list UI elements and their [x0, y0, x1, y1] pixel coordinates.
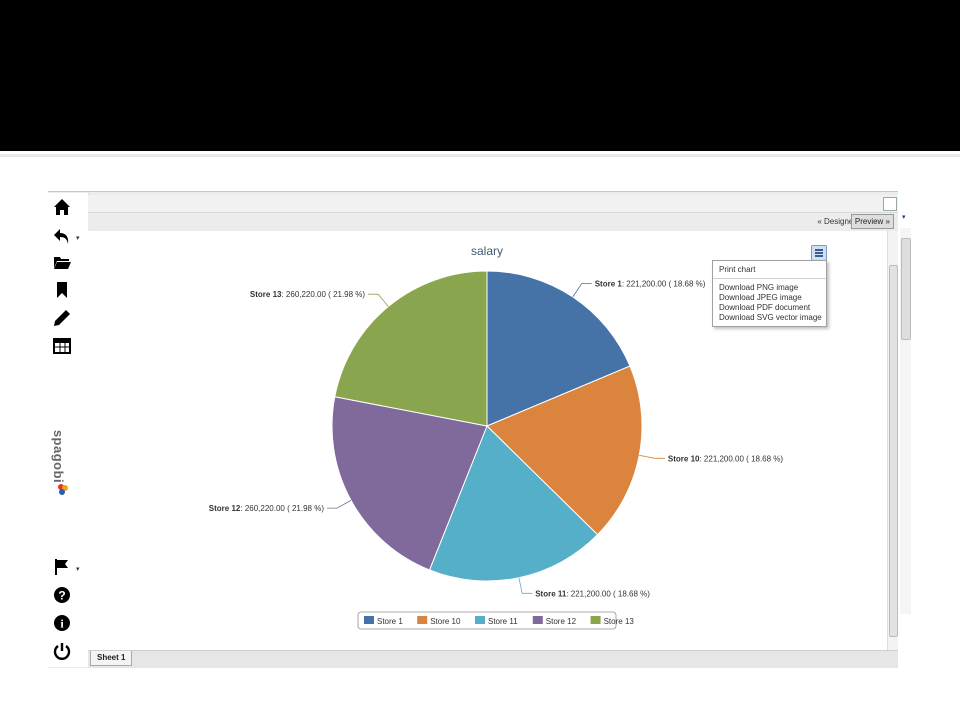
- slide-title-band: [0, 0, 960, 151]
- svg-text:?: ?: [58, 589, 65, 603]
- mode-bar: « Designer Preview »: [88, 213, 898, 230]
- menu-item-download-svg[interactable]: Download SVG vector image: [719, 313, 822, 322]
- chart-area: salary Store 1: 221,200.00 ( 18.68 %) Sto…: [88, 231, 887, 650]
- table-icon[interactable]: [48, 334, 76, 358]
- slice-data-label: Store 11: 221,200.00 ( 18.68 %): [535, 589, 650, 598]
- legend-item[interactable]: Store 13: [604, 617, 635, 626]
- pie-slice-store-1[interactable]: [486, 270, 631, 427]
- menu-divider: [713, 278, 826, 279]
- label-connector: [572, 283, 592, 298]
- spagobi-logo: spagobi: [51, 430, 74, 501]
- chevron-down-icon[interactable]: ▾: [76, 235, 80, 242]
- svg-text:i: i: [60, 617, 64, 631]
- legend-item[interactable]: Store 11: [488, 617, 518, 626]
- chevron-down-icon[interactable]: ▾: [902, 214, 906, 221]
- pencil-icon[interactable]: [48, 306, 76, 330]
- toolbar-strip: [88, 195, 898, 213]
- slice-data-label: Store 12: 260,220.00 ( 21.98 %): [209, 504, 325, 513]
- designer-link[interactable]: « Designer: [817, 217, 856, 226]
- slide-divider: [0, 154, 960, 157]
- bookmark-icon[interactable]: [48, 278, 76, 302]
- slice-data-label: Store 1: 221,200.00 ( 18.68 %): [595, 280, 706, 289]
- page-scrollbar[interactable]: [900, 228, 911, 614]
- menu-item-download-jpeg[interactable]: Download JPEG image: [719, 293, 802, 302]
- folder-open-icon[interactable]: [48, 250, 76, 274]
- pie-chart: salary Store 1: 221,200.00 ( 18.68 %) Sto…: [209, 244, 784, 630]
- undo-icon[interactable]: [48, 224, 76, 248]
- chart-menu-button[interactable]: [811, 245, 827, 261]
- slice-data-label: Store 13: 260,220.00 ( 21.98 %): [250, 290, 366, 299]
- help-icon[interactable]: ?: [48, 583, 76, 607]
- export-menu: Print chart Download PNG image Download …: [712, 260, 827, 327]
- logo-mark-icon: [58, 484, 68, 495]
- sheet-tab-bar: Sheet 1: [88, 650, 898, 668]
- label-connector: [327, 500, 352, 509]
- menu-item-print-chart[interactable]: Print chart: [719, 265, 756, 274]
- legend-item[interactable]: Store 1: [377, 617, 403, 626]
- scrollbar-thumb[interactable]: [889, 265, 898, 637]
- legend-swatch[interactable]: [590, 616, 601, 624]
- flag-icon[interactable]: [48, 555, 76, 579]
- chevron-down-icon[interactable]: ▾: [76, 566, 80, 573]
- legend-swatch[interactable]: [475, 616, 485, 624]
- power-icon[interactable]: [48, 639, 76, 663]
- legend-swatch[interactable]: [417, 616, 428, 624]
- tab-sheet-1[interactable]: Sheet 1: [90, 651, 133, 666]
- menu-item-download-png[interactable]: Download PNG image: [719, 283, 799, 292]
- chart-legend: Store 1 Store 10 Store 11 Store 12 Store 13: [357, 611, 635, 630]
- home-icon[interactable]: [48, 195, 76, 219]
- sidebar: ▾ spagobi ▾ ? i: [48, 193, 89, 667]
- slice-data-label: Store 10: 221,200.00 ( 18.68 %): [668, 454, 784, 463]
- legend-swatch[interactable]: [532, 616, 543, 624]
- preview-button[interactable]: Preview »: [850, 214, 894, 229]
- chart-scrollbar[interactable]: [887, 231, 898, 650]
- info-icon[interactable]: i: [48, 611, 76, 635]
- pie-slice-store-13[interactable]: [334, 270, 488, 427]
- label-connector: [368, 293, 389, 307]
- label-connector: [639, 454, 665, 459]
- export-icon[interactable]: [883, 197, 897, 211]
- legend-item[interactable]: Store 12: [546, 617, 577, 626]
- label-connector: [518, 577, 533, 594]
- legend-item[interactable]: Store 10: [430, 617, 461, 626]
- legend-swatch[interactable]: [364, 616, 374, 624]
- chart-title: salary: [471, 244, 503, 258]
- pie-slice-store-12[interactable]: [331, 396, 488, 571]
- menu-item-download-pdf[interactable]: Download PDF document: [719, 303, 811, 312]
- scrollbar-thumb[interactable]: [901, 238, 911, 340]
